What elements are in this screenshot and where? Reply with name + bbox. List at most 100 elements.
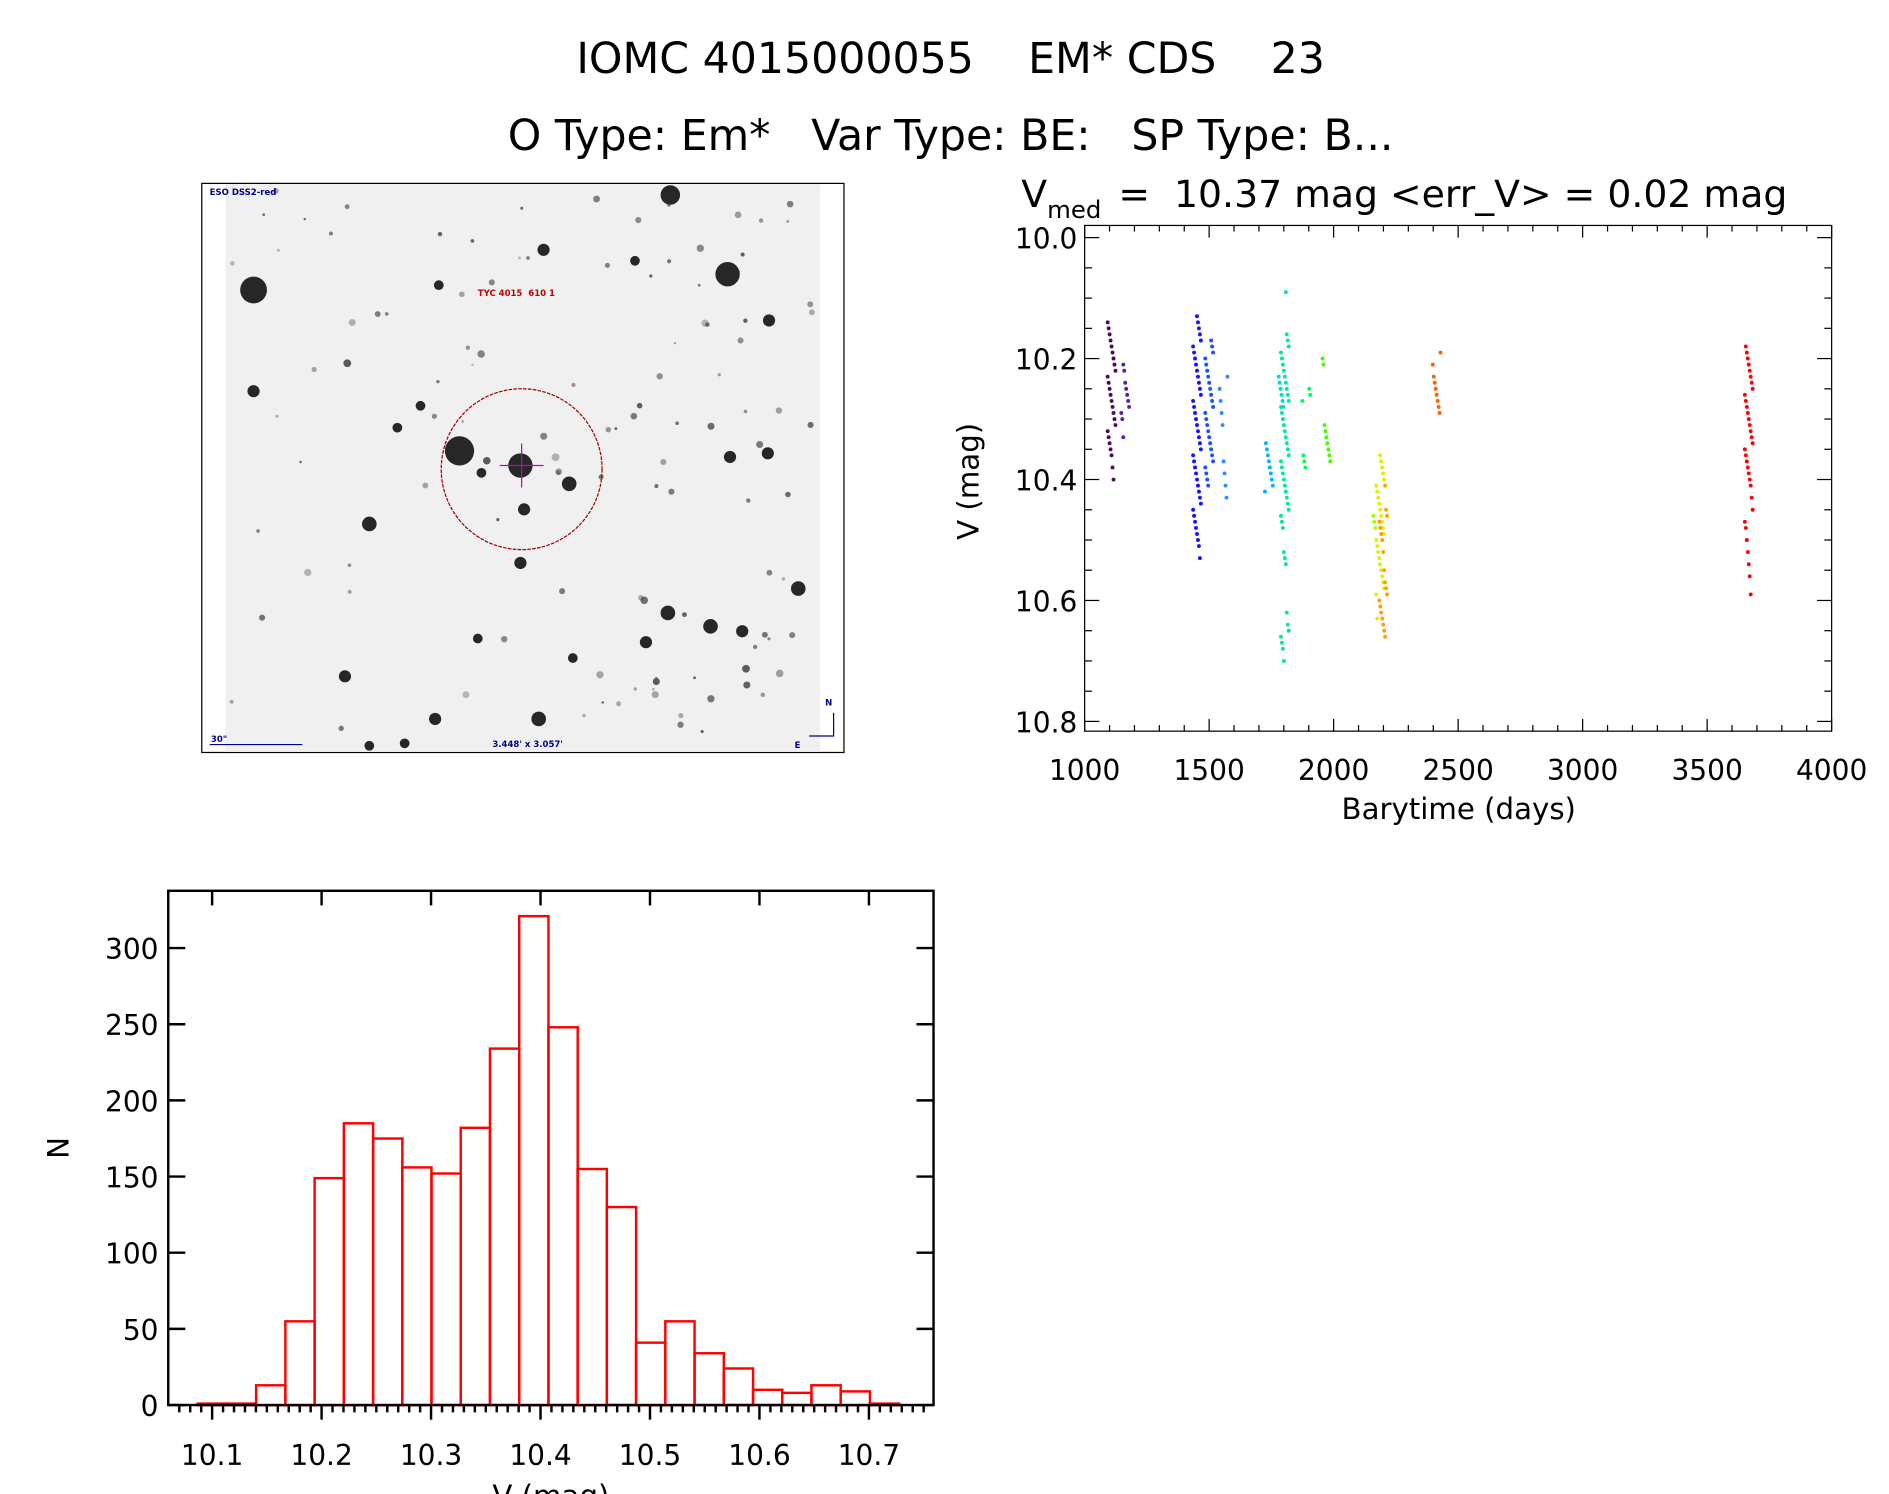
star [470,239,475,243]
data-point [1283,562,1288,567]
data-point [1279,640,1284,645]
star [656,373,663,380]
data-point [1750,441,1755,446]
data-point [1378,604,1383,609]
star [437,231,443,237]
star-field [229,185,815,751]
title-line-1: IOMC 4015000055 EM* CDS 23 [576,34,1325,84]
data-point [1218,398,1223,403]
data-point [1284,386,1289,391]
data-point [1113,368,1118,373]
data-point [1384,586,1389,591]
histogram-bar [284,1320,316,1407]
histogram-bar [547,1026,579,1407]
data-point [1267,465,1272,470]
data-point [1195,314,1199,319]
data-point [1193,411,1197,415]
data-point [1436,404,1441,409]
star [311,367,317,373]
star [756,441,764,449]
data-point [1281,423,1286,427]
data-point [1379,513,1384,518]
star [230,261,235,266]
data-point [1282,556,1287,561]
star [559,588,566,595]
histogram-bar [722,1367,755,1407]
data-point [1206,374,1211,379]
data-point [1107,332,1112,337]
data-point [1191,453,1196,458]
data-point [1194,525,1198,530]
star [640,596,649,605]
star [734,211,742,219]
data-point [1278,386,1283,391]
data-point [1196,380,1201,385]
data-point [1375,616,1380,621]
star [761,631,768,638]
data-point [1120,417,1125,422]
data-point [1207,435,1212,440]
data-point [1192,404,1197,409]
data-point [1749,380,1754,385]
data-point [1379,568,1384,573]
star [347,589,352,594]
data-point [1385,513,1390,518]
data-point [1434,392,1439,397]
star [496,518,500,522]
star [555,470,561,476]
data-point [1743,398,1748,403]
data-point [1206,429,1211,434]
data-point [1302,459,1307,464]
data-point [1108,338,1113,343]
data-point [1192,459,1197,464]
data-point [1121,435,1126,440]
data-point [1197,386,1202,391]
histogram-bar [342,1122,375,1407]
data-point [1381,525,1386,530]
data-point [1324,435,1329,440]
x-tick-label: 1000 [1049,754,1120,787]
data-point [1382,532,1386,536]
data-point [1279,356,1284,361]
star [247,385,260,398]
histogram-bar [488,1047,521,1407]
data-point [1107,386,1112,391]
star [785,491,791,498]
data-point [1381,471,1386,476]
data-point [1379,532,1384,536]
histogram-bar [751,1388,784,1407]
star [422,482,429,489]
data-point [1322,423,1327,427]
data-point [1744,538,1749,542]
data-point [1209,392,1214,397]
data-point [1743,453,1748,458]
data-point [1193,356,1197,361]
star [742,664,750,673]
data-point [1223,483,1228,488]
survey-label: ESO DSS2-red [210,188,277,198]
data-point [1281,550,1286,554]
star [762,314,776,327]
data-point [1264,447,1269,452]
star [786,200,794,208]
star [630,412,638,420]
field-size-label: 3.448' x 3.057' [492,740,563,750]
data-point [1749,435,1754,440]
y-tick-label: 10.8 [1015,706,1077,739]
star [347,563,352,568]
data-point [1106,380,1111,385]
data-point [1205,368,1210,373]
star [344,204,350,210]
star [555,468,562,476]
star [616,701,622,707]
title-line-2: O Type: Em* Var Type: BE: SP Type: B... [508,111,1394,161]
data-point [1742,447,1747,452]
star [571,382,576,388]
star [338,670,352,683]
light-curve-title: Vmed = 10.37 mag <err_V> = 0.02 mag [1021,172,1787,224]
data-point [1268,471,1273,476]
data-point [1196,435,1201,440]
data-point [1123,380,1128,385]
data-point [1198,447,1203,452]
data-point [1279,513,1283,518]
